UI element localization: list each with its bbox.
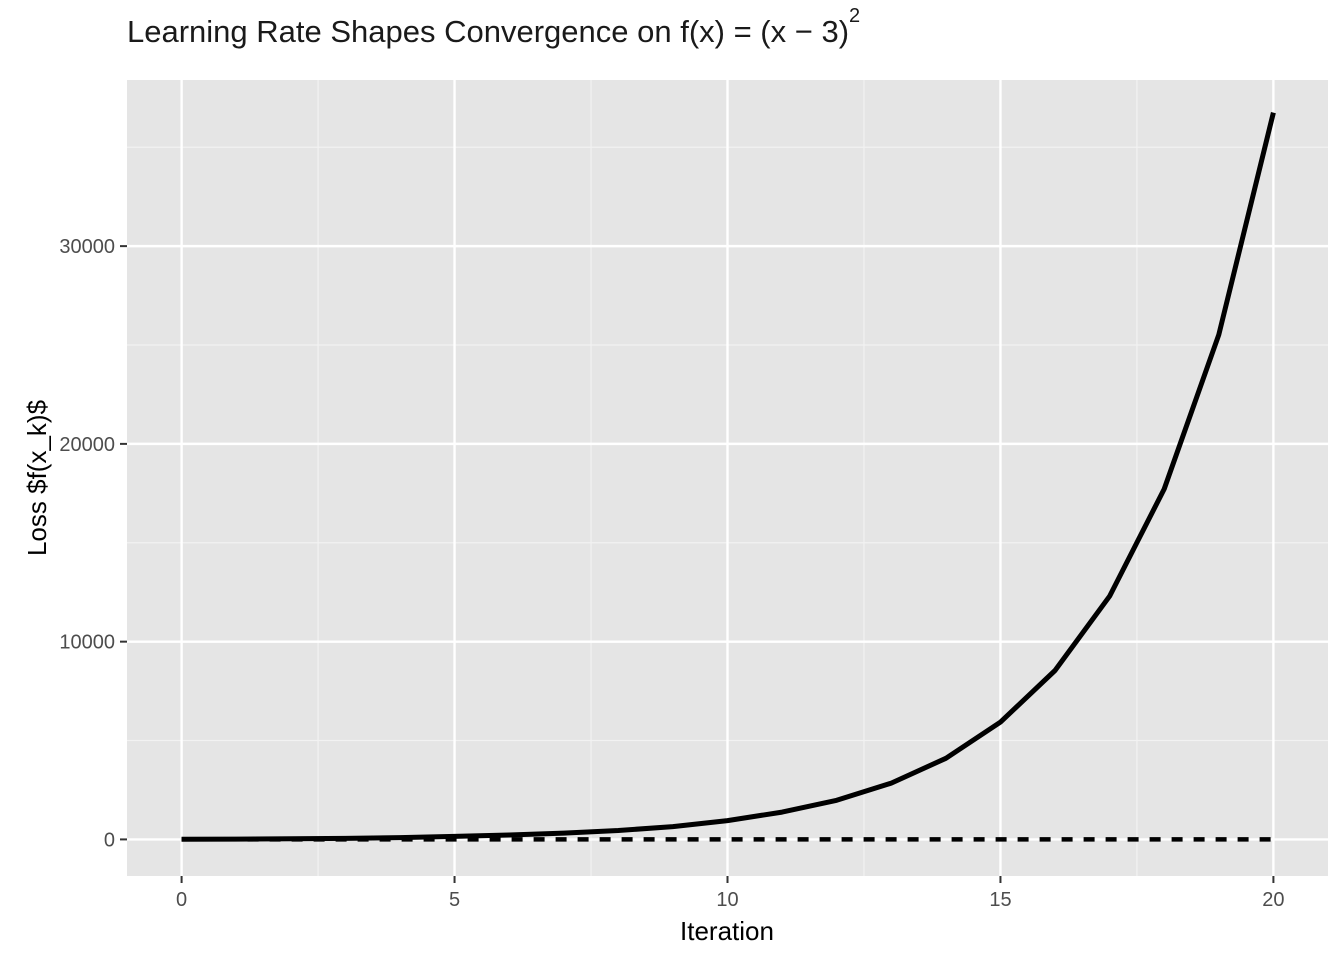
series-lines [181,112,1276,842]
x-tick-label: 15 [989,889,1011,911]
x-tick-label: 5 [449,889,460,911]
x-tick-label: 20 [1262,889,1284,911]
y-axis: 0 10000 20000 30000 [59,236,127,851]
x-tick-label: 0 [176,889,187,911]
chart-title-text: Learning Rate Shapes Convergence on [127,14,681,49]
x-tick-label: 10 [716,889,738,911]
x-axis: 0 5 10 15 20 [176,876,1285,911]
chart-title-superscript: 2 [849,5,861,27]
chart-title: Learning Rate Shapes Convergence on f(x)… [127,6,860,50]
y-tick-label: 0 [104,829,115,851]
y-axis-label: Loss $f(x_k)$ [22,399,52,556]
y-tick-label: 10000 [59,632,115,654]
chart-title-math: f(x) = (x − 3) [680,14,850,49]
y-tick-label: 30000 [59,236,115,258]
y-tick-label: 20000 [59,434,115,456]
x-axis-label: Iteration [680,916,774,946]
